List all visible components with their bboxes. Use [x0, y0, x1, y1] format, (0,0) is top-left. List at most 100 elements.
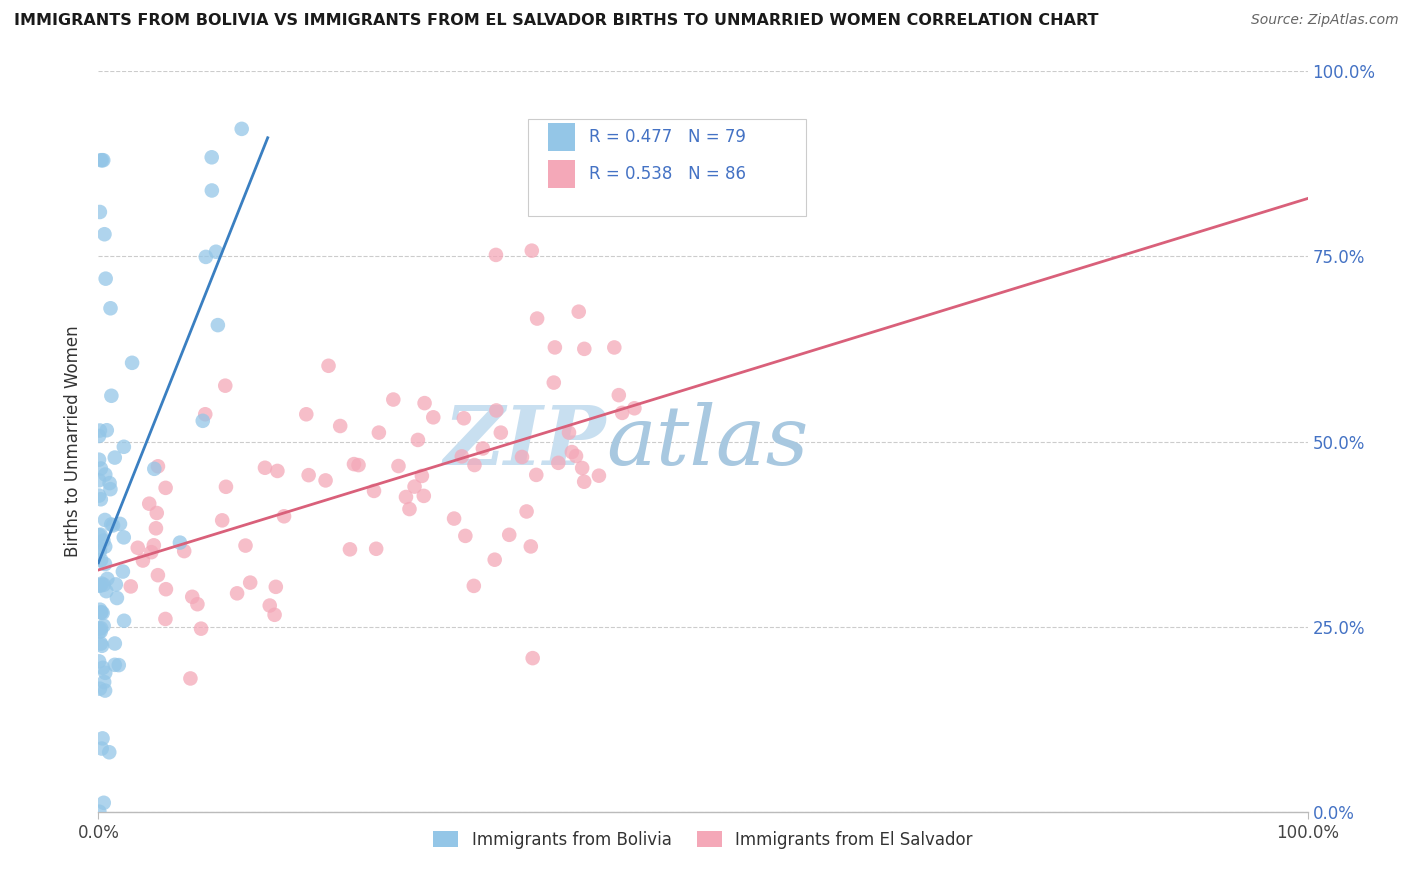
- Point: [406, 433, 429, 447]
- Point: [516, 504, 538, 518]
- Point: [239, 575, 262, 590]
- Text: R = 0.477   N = 79: R = 0.477 N = 79: [589, 128, 747, 146]
- Point: [101, 518, 124, 533]
- Point: [91, 639, 114, 653]
- Point: [463, 458, 485, 472]
- Point: [543, 376, 565, 390]
- Point: [387, 458, 409, 473]
- Point: [413, 396, 436, 410]
- Point: [90, 605, 112, 619]
- Point: [194, 250, 217, 264]
- Point: [104, 450, 127, 465]
- Point: [544, 340, 567, 354]
- Point: [90, 153, 112, 168]
- Point: [298, 468, 321, 483]
- Point: [143, 462, 166, 476]
- Point: [87, 489, 110, 503]
- Point: [87, 625, 110, 640]
- Point: [91, 606, 114, 620]
- Point: [343, 457, 366, 471]
- Point: [112, 530, 135, 544]
- Point: [347, 458, 370, 472]
- Point: [339, 542, 361, 557]
- Point: [214, 378, 236, 392]
- Point: [571, 461, 593, 475]
- Point: [411, 469, 433, 483]
- Point: [155, 481, 177, 495]
- Point: [524, 467, 547, 482]
- Point: [104, 577, 127, 591]
- Point: [207, 318, 229, 332]
- Point: [138, 497, 160, 511]
- Point: [100, 301, 122, 316]
- Point: [87, 654, 110, 668]
- Point: [561, 445, 583, 459]
- Point: [94, 683, 117, 698]
- Point: [91, 661, 114, 675]
- Point: [155, 612, 177, 626]
- Point: [89, 541, 111, 556]
- Point: [395, 490, 418, 504]
- Point: [510, 450, 533, 464]
- Point: [366, 541, 388, 556]
- Point: [90, 576, 112, 591]
- Point: [91, 153, 114, 168]
- Point: [404, 480, 426, 494]
- Point: [454, 529, 477, 543]
- Text: IMMIGRANTS FROM BOLIVIA VS IMMIGRANTS FROM EL SALVADOR BIRTHS TO UNMARRIED WOMEN: IMMIGRANTS FROM BOLIVIA VS IMMIGRANTS FR…: [14, 13, 1098, 29]
- Point: [205, 244, 228, 259]
- Point: [98, 745, 121, 759]
- Point: [132, 553, 155, 567]
- Point: [100, 517, 122, 532]
- Point: [572, 475, 595, 489]
- Text: R = 0.538   N = 86: R = 0.538 N = 86: [589, 165, 747, 183]
- Point: [266, 464, 288, 478]
- Point: [443, 511, 465, 525]
- Point: [522, 651, 544, 665]
- Point: [489, 425, 512, 440]
- Text: ZIP: ZIP: [444, 401, 606, 482]
- Point: [111, 565, 134, 579]
- Bar: [548, 161, 575, 188]
- Point: [107, 658, 129, 673]
- Point: [520, 540, 543, 554]
- Point: [190, 622, 212, 636]
- Point: [215, 480, 238, 494]
- Point: [91, 731, 114, 746]
- Point: [89, 681, 111, 696]
- Point: [104, 657, 127, 672]
- Point: [226, 586, 249, 600]
- Point: [610, 406, 633, 420]
- Point: [89, 205, 111, 219]
- Point: [318, 359, 340, 373]
- Point: [146, 459, 169, 474]
- Point: [94, 467, 117, 482]
- Point: [93, 533, 115, 548]
- Point: [588, 468, 610, 483]
- Text: Source: ZipAtlas.com: Source: ZipAtlas.com: [1251, 13, 1399, 28]
- Point: [94, 557, 117, 571]
- Point: [89, 579, 111, 593]
- Point: [565, 449, 588, 463]
- Point: [94, 513, 117, 527]
- Point: [142, 538, 165, 552]
- Point: [93, 675, 115, 690]
- Point: [155, 582, 177, 597]
- Point: [89, 603, 111, 617]
- Point: [422, 410, 444, 425]
- Point: [90, 553, 112, 567]
- Point: [574, 342, 596, 356]
- Point: [295, 407, 318, 421]
- Point: [90, 606, 112, 620]
- Point: [231, 121, 253, 136]
- Point: [90, 637, 112, 651]
- Point: [201, 184, 224, 198]
- Point: [108, 516, 131, 531]
- Point: [453, 411, 475, 425]
- Point: [607, 388, 630, 402]
- Point: [89, 545, 111, 559]
- Point: [146, 568, 169, 582]
- Point: [259, 599, 281, 613]
- Point: [382, 392, 405, 407]
- Point: [191, 414, 214, 428]
